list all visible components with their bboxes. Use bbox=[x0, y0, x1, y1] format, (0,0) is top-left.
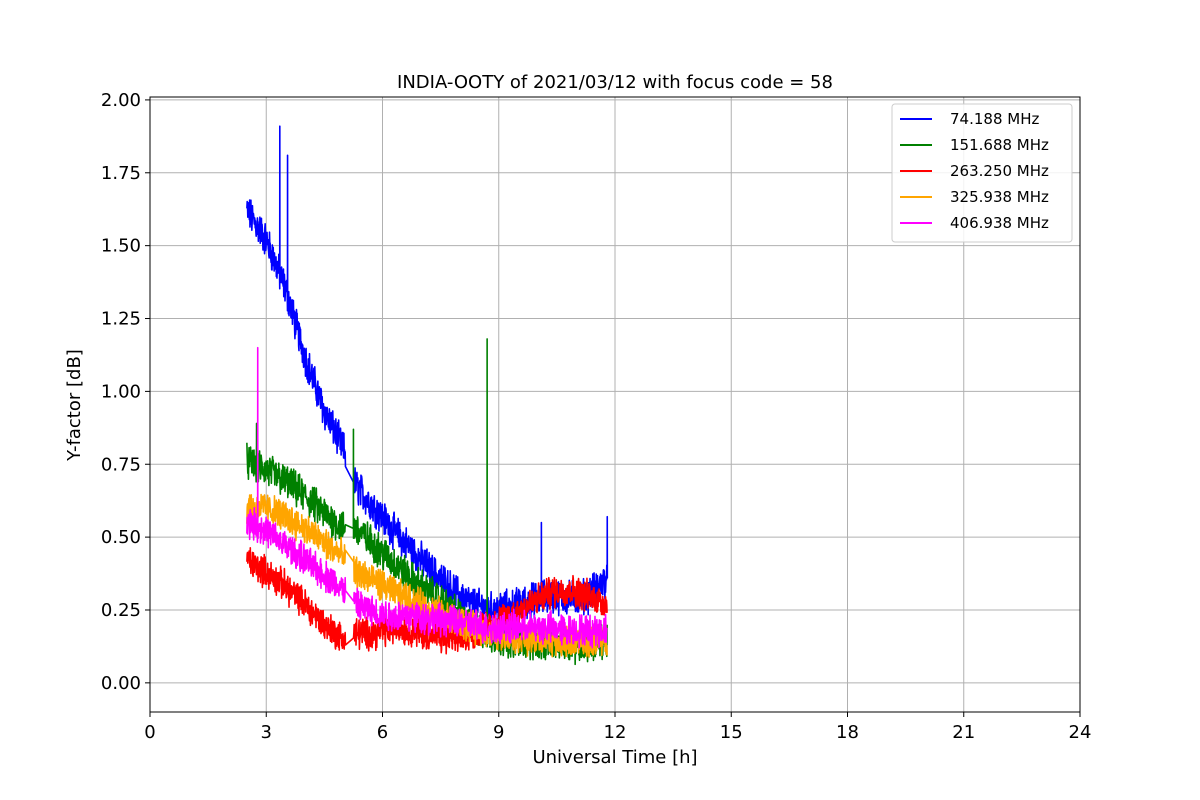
x-tick-label: 15 bbox=[720, 722, 743, 743]
axis-ticks: 0 3 6 9 12 15 18 21 24 0.00 0.25 0.50 0.75 1.00 1.25 1.… bbox=[101, 90, 1092, 743]
legend-label: 263.250 MHz bbox=[950, 162, 1049, 180]
legend-label: 406.938 MHz bbox=[950, 214, 1049, 232]
y-axis-label: Y-factor [dB] bbox=[64, 349, 85, 462]
y-tick-label: 1.75 bbox=[101, 163, 141, 184]
legend-label: 74.188 MHz bbox=[950, 110, 1039, 128]
x-tick-label: 12 bbox=[604, 722, 627, 743]
y-tick-label: 1.00 bbox=[101, 381, 141, 402]
series-line bbox=[246, 346, 608, 649]
y-tick-label: 1.50 bbox=[101, 236, 141, 257]
y-tick-label: 1.25 bbox=[101, 309, 141, 330]
series-line bbox=[246, 546, 608, 655]
legend: 74.188 MHz 151.688 MHz 263.250 MHz 325.938 … bbox=[891, 103, 1073, 243]
chart-title: INDIA-OOTY of 2021/03/12 with focus code… bbox=[397, 72, 833, 93]
x-tick-label: 9 bbox=[493, 722, 504, 743]
legend-box bbox=[891, 103, 1073, 243]
x-tick-label: 0 bbox=[144, 722, 155, 743]
x-tick-label: 6 bbox=[377, 722, 388, 743]
x-tick-label: 21 bbox=[952, 722, 975, 743]
x-axis-label: Universal Time [h] bbox=[532, 747, 697, 768]
y-tick-label: 0.25 bbox=[101, 600, 141, 621]
legend-label: 325.938 MHz bbox=[950, 188, 1049, 206]
plot-area bbox=[246, 125, 609, 666]
y-tick-label: 0.50 bbox=[101, 527, 141, 548]
y-tick-label: 0.00 bbox=[101, 673, 141, 694]
x-tick-label: 24 bbox=[1069, 722, 1092, 743]
x-tick-label: 3 bbox=[261, 722, 272, 743]
y-tick-label: 0.75 bbox=[101, 454, 141, 475]
x-tick-label: 18 bbox=[836, 722, 859, 743]
y-tick-label: 2.00 bbox=[101, 90, 141, 111]
legend-label: 151.688 MHz bbox=[950, 136, 1049, 154]
